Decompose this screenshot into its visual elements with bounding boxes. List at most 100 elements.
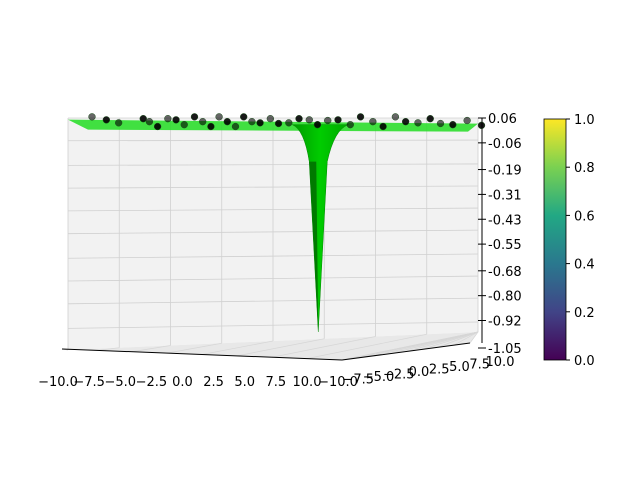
horizontal-gridline xyxy=(67,139,479,142)
colorbar-bar xyxy=(543,118,567,361)
scatter-point xyxy=(369,118,377,126)
scatter-point xyxy=(477,121,486,130)
scatter-point xyxy=(248,118,256,126)
y-tick-label: 10.0 xyxy=(486,355,515,370)
scatter-point xyxy=(324,116,332,125)
x-tick-label: 5.0 xyxy=(234,375,255,390)
axis-lines xyxy=(61,118,483,361)
scatter-point xyxy=(436,119,445,128)
scatter-point xyxy=(223,118,231,126)
z-tick-label: -0.43 xyxy=(488,213,522,228)
floor-gridline-y xyxy=(469,331,479,344)
scatter-point xyxy=(274,119,283,128)
floor-gridline xyxy=(166,342,222,354)
z-tick-label: -0.06 xyxy=(488,137,522,152)
y-axis-line xyxy=(341,342,471,361)
y-tick-label: 0.0 xyxy=(409,365,430,380)
scatter-point xyxy=(164,115,172,123)
scatter-point xyxy=(88,113,96,121)
scatter-point xyxy=(207,122,215,131)
colorbar: 0.0 0.2 0.4 0.6 0.8 1.0 xyxy=(543,113,595,369)
colorbar-tick-label: 0.2 xyxy=(574,306,595,321)
scatter-point xyxy=(139,115,147,123)
floor-gridline xyxy=(271,336,376,358)
scatter-point xyxy=(356,113,365,121)
scatter-point xyxy=(449,121,457,129)
x-tick-label: −2.5 xyxy=(136,375,168,390)
surface-well xyxy=(292,124,349,333)
z-tick-label: -0.55 xyxy=(488,238,522,253)
z-tick-label: -0.68 xyxy=(488,265,522,280)
horizontal-gridline xyxy=(67,297,479,305)
x-tick-label: 2.5 xyxy=(203,375,224,390)
x-axis-line xyxy=(61,348,343,361)
z-tick-label: -0.31 xyxy=(488,188,522,203)
x-tick-label: 7.5 xyxy=(266,375,287,390)
floor-gridline xyxy=(236,338,325,357)
y-tick-label: −5.0 xyxy=(363,370,395,385)
horizontal-gridline xyxy=(67,253,479,259)
floor-gridline-y xyxy=(421,331,479,350)
y-tick-label: −10.0 xyxy=(318,375,358,390)
floor-gridline xyxy=(131,345,171,353)
scatter-point xyxy=(199,118,207,126)
scatter-point xyxy=(379,122,387,131)
scatter-point xyxy=(346,121,354,129)
scatter-point xyxy=(414,119,422,127)
scatter-point xyxy=(190,113,199,121)
scatter-point xyxy=(391,113,400,121)
scatter-point xyxy=(172,116,180,124)
z-tick-label: -1.05 xyxy=(488,342,522,357)
surface-well-shadow xyxy=(309,161,319,332)
scatter-point xyxy=(266,115,275,123)
scatter-point xyxy=(215,113,223,121)
scatter-point xyxy=(240,113,248,121)
y-tick-label: −2.5 xyxy=(383,368,415,383)
scatter-points xyxy=(88,113,486,131)
scatter-point xyxy=(295,115,303,123)
x-tick-label: −10.0 xyxy=(38,375,78,390)
y-tick-label: 5.0 xyxy=(449,360,470,375)
scatter-point xyxy=(180,121,188,129)
scatter-point xyxy=(153,122,162,131)
axis-ticks: 0.06 -0.06 -0.19 -0.31 -0.43 -0.55 -0.68 -0.80 -… xyxy=(38,112,522,390)
colorbar-tick-label: 0.0 xyxy=(574,354,595,369)
floor-gridline-y xyxy=(437,331,479,348)
floor-gridline-y xyxy=(405,331,479,352)
x-tick-label: −7.5 xyxy=(73,375,105,390)
scatter-point xyxy=(334,116,342,124)
scatter-point xyxy=(285,119,293,127)
horizontal-gridline xyxy=(67,321,479,329)
scatter-point xyxy=(115,119,123,127)
x-tick-label: −5.0 xyxy=(104,375,136,390)
horizontal-gridline xyxy=(67,163,479,166)
floor-gridline-y xyxy=(389,331,479,354)
floor-gridline xyxy=(96,347,120,351)
scatter-point xyxy=(426,115,434,123)
x-tick-label: 10.0 xyxy=(293,375,322,390)
scatter-point xyxy=(256,119,264,127)
scatter-point xyxy=(313,121,322,129)
horizontal-gridline xyxy=(67,207,479,212)
horizontal-gridline xyxy=(67,229,479,235)
floor-gridline xyxy=(306,333,427,359)
colorbar-tick-label: 0.4 xyxy=(574,258,595,273)
z-tick-label: -0.92 xyxy=(488,315,522,330)
horizontal-gridline xyxy=(67,185,479,189)
scatter-point xyxy=(145,118,154,126)
colorbar-tick-label: 1.0 xyxy=(574,113,595,128)
floor-gridline-y xyxy=(453,331,479,346)
colorbar-tick-label: 0.8 xyxy=(574,161,595,176)
axes-panes xyxy=(62,118,478,360)
colorbar-tick-label: 0.6 xyxy=(574,209,595,224)
y-tick-label: 2.5 xyxy=(429,363,450,378)
floor-gridline xyxy=(201,340,274,355)
z-tick-label: 0.06 xyxy=(488,112,517,127)
scatter-point xyxy=(402,118,410,126)
z-tick-label: -0.80 xyxy=(488,290,522,305)
scatter-point xyxy=(231,122,240,131)
z-tick-label: -0.19 xyxy=(488,164,522,179)
scatter-point xyxy=(463,116,471,125)
y-tick-label: 7.5 xyxy=(469,358,490,373)
